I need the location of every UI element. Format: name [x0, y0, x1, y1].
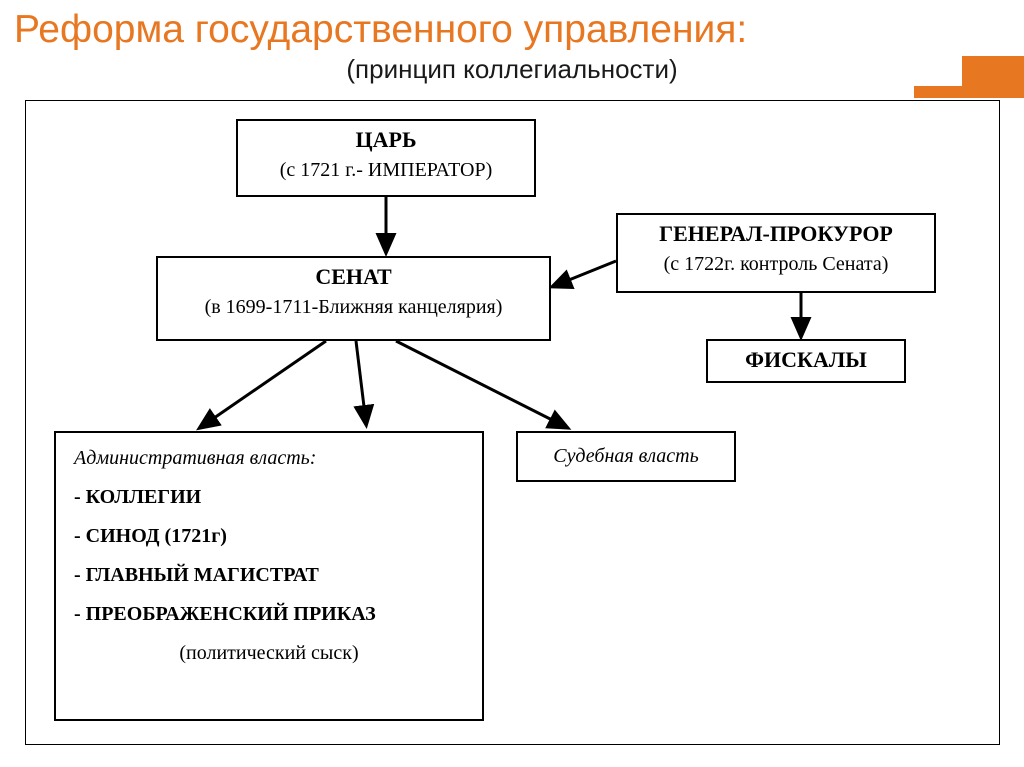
page-subtitle: (принцип коллегиальности): [0, 54, 1024, 85]
admin-heading: Административная власть:: [74, 447, 464, 470]
page-title: Реформа государственного управления:: [0, 0, 1024, 52]
senate-title: СЕНАТ: [168, 264, 539, 290]
fiscals-title: ФИСКАЛЫ: [718, 347, 894, 373]
prosecutor-title: ГЕНЕРАЛ-ПРОКУРОР: [628, 221, 924, 247]
admin-item: - СИНОД (1721г): [74, 525, 464, 548]
admin-item: - КОЛЛЕГИИ: [74, 486, 464, 509]
admin-item: - ПРЕОБРАЖЕНСКИЙ ПРИКАЗ: [74, 603, 464, 626]
prosecutor-subtitle: (с 1722г. контроль Сената): [628, 253, 924, 276]
admin-note: (политический сыск): [74, 642, 464, 665]
node-prosecutor: ГЕНЕРАЛ-ПРОКУРОР (с 1722г. контроль Сена…: [616, 213, 936, 293]
node-senate: СЕНАТ (в 1699-1711-Ближняя канцелярия): [156, 256, 551, 341]
node-judicial-power: Судебная власть: [516, 431, 736, 482]
tsar-title: ЦАРЬ: [248, 127, 524, 153]
tsar-subtitle: (с 1721 г.- ИМПЕРАТОР): [248, 159, 524, 182]
senate-subtitle: (в 1699-1711-Ближняя канцелярия): [168, 296, 539, 319]
admin-item: - ГЛАВНЫЙ МАГИСТРАТ: [74, 564, 464, 587]
node-tsar: ЦАРЬ (с 1721 г.- ИМПЕРАТОР): [236, 119, 536, 197]
node-admin-power: Административная власть: - КОЛЛЕГИИ - СИ…: [54, 431, 484, 721]
node-fiscals: ФИСКАЛЫ: [706, 339, 906, 383]
judicial-label: Судебная власть: [553, 445, 698, 467]
org-chart: ЦАРЬ (с 1721 г.- ИМПЕРАТОР) СЕНАТ (в 169…: [25, 100, 1000, 745]
